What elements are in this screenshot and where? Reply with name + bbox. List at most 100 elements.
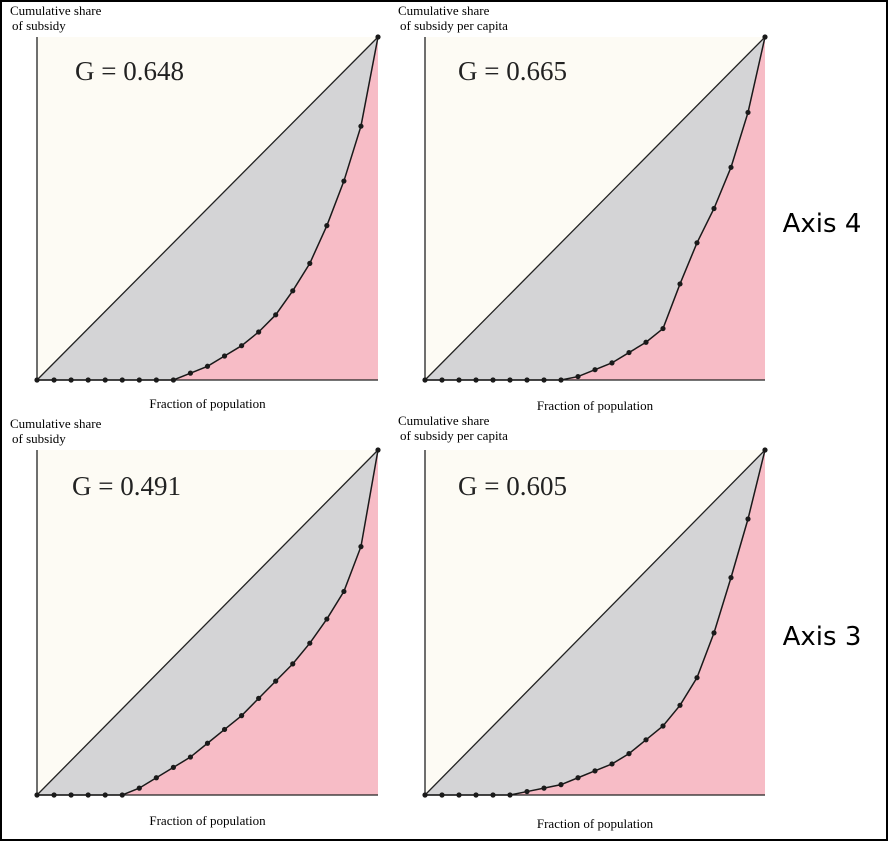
y-axis-label: of subsidy per capita: [400, 18, 508, 33]
equality-line: [36, 36, 379, 381]
data-point: [660, 325, 666, 332]
data-point: [490, 792, 496, 798]
data-point: [507, 792, 513, 798]
lorenz-area: [37, 37, 378, 380]
x-axis-label: Fraction of population: [537, 398, 654, 413]
data-point: [51, 792, 57, 798]
data-point: [239, 713, 245, 719]
data-point: [324, 223, 330, 229]
data-point: [290, 661, 296, 667]
data-point: [473, 792, 479, 798]
data-point: [239, 343, 245, 349]
x-axis-label: Fraction of population: [537, 816, 654, 831]
data-point: [728, 575, 734, 581]
y-axis-label: Cumulative share: [10, 3, 102, 18]
data-point: [187, 754, 194, 760]
data-point: [51, 377, 57, 383]
data-point: [102, 792, 108, 798]
equality-line: [36, 449, 379, 796]
x-axis-label: Fraction of population: [149, 396, 266, 411]
data-point: [745, 109, 751, 116]
data-point: [221, 726, 228, 733]
data-point: [541, 377, 547, 383]
data-point: [762, 447, 768, 453]
data-point: [643, 737, 649, 743]
data-point: [422, 377, 428, 383]
data-point: [728, 164, 734, 170]
data-point: [358, 123, 364, 129]
data-point: [204, 363, 211, 369]
data-point: [68, 377, 74, 383]
data-point: [473, 377, 479, 383]
lorenz-area: [425, 37, 765, 380]
gini-annotation: G = 0.491: [72, 471, 181, 501]
data-point: [524, 788, 530, 795]
data-point: [170, 377, 176, 383]
data-point: [102, 377, 108, 383]
data-point: [136, 785, 142, 791]
data-point: [439, 377, 445, 383]
y-axis-label: Cumulative share: [398, 413, 490, 428]
data-point: [609, 761, 615, 767]
data-point: [273, 312, 279, 318]
data-point: [524, 377, 530, 383]
data-point: [136, 377, 142, 383]
data-point: [711, 630, 717, 636]
data-point: [170, 764, 176, 771]
y-axis-label: of subsidy: [12, 431, 66, 446]
data-point: [626, 349, 632, 356]
data-point: [592, 367, 598, 373]
data-point: [204, 740, 211, 746]
data-point: [187, 370, 194, 376]
data-point: [558, 782, 564, 788]
data-point: [34, 792, 40, 798]
y-axis-label: Cumulative share: [10, 416, 102, 431]
data-point: [34, 377, 40, 383]
data-point: [456, 377, 462, 383]
data-point: [85, 377, 91, 383]
data-point: [677, 281, 683, 287]
data-point: [221, 353, 228, 359]
data-point: [643, 339, 649, 345]
data-point: [85, 792, 91, 798]
lorenz-area: [37, 450, 378, 795]
data-point: [592, 768, 598, 774]
data-point: [290, 288, 296, 294]
x-axis-label: Fraction of population: [149, 813, 266, 828]
data-point: [745, 516, 751, 522]
data-point: [307, 640, 313, 646]
data-point: [375, 447, 381, 453]
data-point: [541, 785, 547, 791]
data-point: [626, 751, 632, 757]
data-point: [119, 792, 125, 798]
data-point: [507, 377, 513, 383]
data-point: [711, 205, 717, 212]
data-point: [153, 377, 159, 383]
y-axis-label: Cumulative share: [398, 3, 490, 18]
y-axis-label: of subsidy per capita: [400, 428, 508, 443]
lorenz-area: [425, 450, 765, 795]
data-point: [256, 695, 262, 702]
data-point: [456, 792, 462, 798]
data-point: [558, 377, 564, 383]
row-label: Axis 3: [783, 622, 862, 652]
data-point: [119, 377, 125, 383]
gini-annotation: G = 0.648: [75, 56, 184, 86]
data-point: [694, 240, 700, 246]
data-point: [375, 34, 381, 40]
gini-annotation: G = 0.605: [458, 471, 567, 501]
data-point: [575, 373, 581, 380]
data-point: [694, 675, 700, 681]
data-point: [256, 329, 262, 335]
data-point: [660, 723, 666, 729]
data-point: [273, 678, 279, 684]
data-point: [68, 792, 74, 798]
data-point: [422, 792, 428, 798]
data-point: [575, 775, 581, 781]
data-point: [307, 260, 313, 266]
data-point: [677, 702, 683, 708]
data-point: [358, 544, 364, 550]
data-point: [341, 588, 347, 595]
data-point: [324, 616, 330, 622]
